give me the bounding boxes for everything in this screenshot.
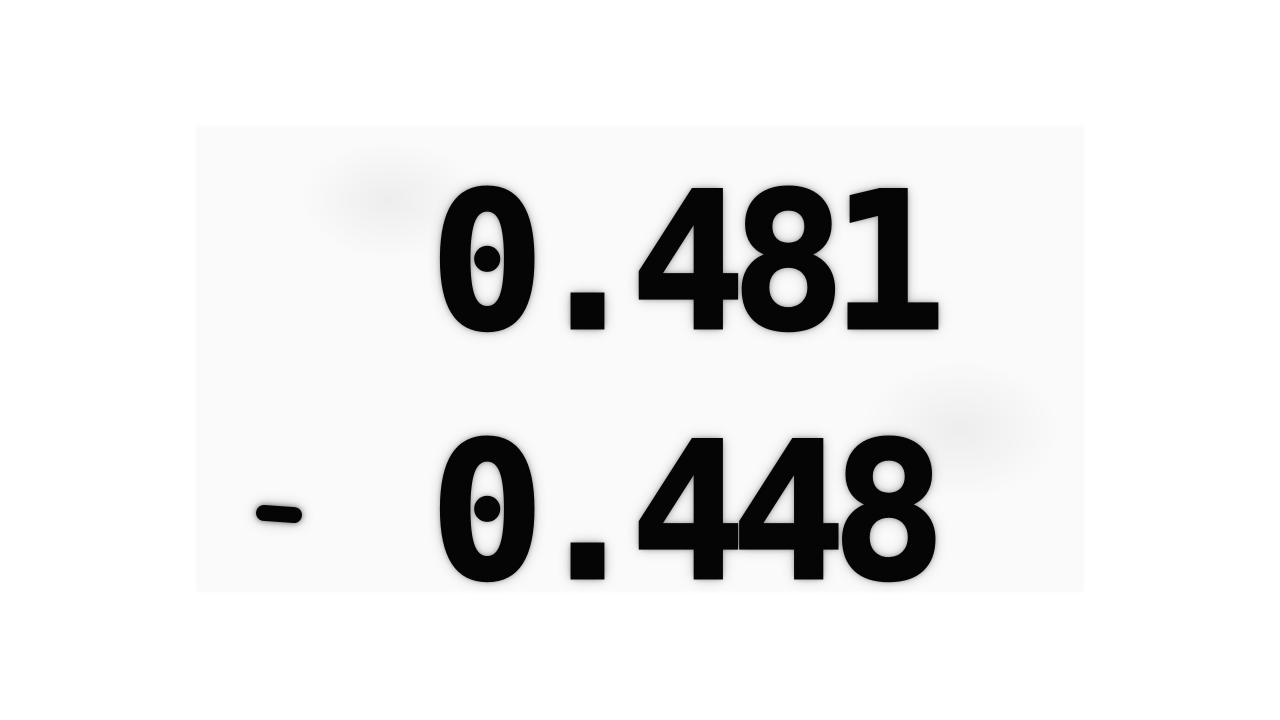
subtrahend-number: 0.448 — [429, 402, 948, 623]
paper-smudge — [300, 140, 480, 260]
minus-sign — [255, 504, 303, 524]
minuend-number: 0.481 — [429, 152, 948, 373]
paper-smudge — [860, 360, 1060, 500]
paper-sheet — [196, 126, 1084, 592]
